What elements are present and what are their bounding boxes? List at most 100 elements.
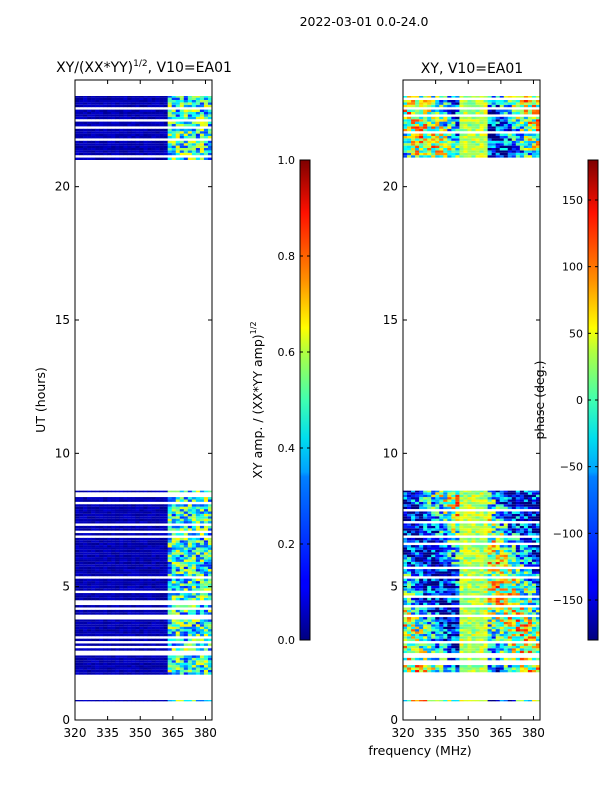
heatmap-cell bbox=[507, 511, 513, 514]
heatmap-cell bbox=[471, 549, 476, 553]
heatmap-cell bbox=[427, 665, 432, 668]
heatmap-cell bbox=[447, 554, 452, 558]
heatmap-cell bbox=[179, 657, 185, 661]
heatmap-cell bbox=[443, 631, 448, 634]
heatmap-cell bbox=[115, 549, 120, 553]
heatmap-cell bbox=[99, 143, 104, 146]
heatmap-cell bbox=[199, 131, 205, 134]
heatmap-cell bbox=[423, 645, 428, 649]
heatmap-cell bbox=[511, 533, 517, 536]
heatmap-cell bbox=[147, 581, 152, 584]
heatmap-cell bbox=[175, 573, 181, 577]
heatmap-cell bbox=[427, 636, 432, 639]
heatmap-cell bbox=[127, 669, 132, 673]
heatmap-cell bbox=[527, 645, 533, 649]
heatmap-cell bbox=[95, 116, 100, 120]
heatmap-cell bbox=[411, 645, 416, 649]
heatmap-cell bbox=[523, 557, 529, 560]
heatmap-cell bbox=[479, 523, 484, 526]
heatmap-cell bbox=[79, 102, 84, 105]
heatmap-cell bbox=[75, 509, 80, 512]
heatmap-cell bbox=[531, 638, 537, 642]
heatmap-cell bbox=[467, 540, 472, 543]
heatmap-cell bbox=[439, 667, 444, 670]
heatmap-cell bbox=[475, 631, 480, 634]
heatmap-cell bbox=[159, 655, 164, 658]
heatmap-cell bbox=[471, 533, 476, 536]
heatmap-cell bbox=[107, 499, 112, 502]
heatmap-cell bbox=[163, 547, 168, 550]
heatmap-cell bbox=[171, 112, 177, 115]
heatmap-cell bbox=[495, 621, 501, 625]
heatmap-cell bbox=[475, 501, 480, 505]
heatmap-cell bbox=[135, 631, 140, 634]
heatmap-cell bbox=[443, 533, 448, 536]
heatmap-cell bbox=[455, 607, 460, 610]
heatmap-cell bbox=[175, 136, 181, 139]
heatmap-cell bbox=[139, 557, 144, 560]
heatmap-cell bbox=[531, 665, 537, 668]
heatmap-cell bbox=[75, 104, 80, 108]
heatmap-cell bbox=[403, 549, 408, 553]
heatmap-cell bbox=[483, 511, 488, 514]
heatmap-cell bbox=[179, 638, 185, 642]
heatmap-cell bbox=[175, 571, 181, 574]
heatmap-cell bbox=[103, 150, 108, 153]
heatmap-cell bbox=[459, 545, 464, 548]
heatmap-cell bbox=[471, 636, 476, 639]
heatmap-cell bbox=[167, 109, 173, 112]
heatmap-cell bbox=[403, 602, 408, 606]
heatmap-cell bbox=[443, 581, 448, 584]
heatmap-cell bbox=[451, 545, 456, 548]
heatmap-cell bbox=[491, 504, 496, 507]
heatmap-cell bbox=[515, 540, 521, 543]
heatmap-cell bbox=[475, 559, 480, 562]
heatmap-cell bbox=[183, 585, 189, 589]
heatmap-cell bbox=[523, 645, 529, 649]
heatmap-cell bbox=[523, 497, 529, 500]
heatmap-cell bbox=[103, 124, 108, 127]
heatmap-cell bbox=[79, 585, 84, 589]
heatmap-cell bbox=[467, 497, 472, 500]
heatmap-cell bbox=[523, 537, 529, 541]
heatmap-cell bbox=[203, 145, 209, 148]
heatmap-cell bbox=[127, 633, 132, 637]
heatmap-cell bbox=[415, 629, 420, 632]
heatmap-cell bbox=[443, 537, 448, 541]
x-tick-label: 365 bbox=[161, 726, 184, 740]
heatmap-cell bbox=[155, 657, 160, 661]
heatmap-cell bbox=[91, 133, 96, 136]
heatmap-cell bbox=[195, 557, 201, 560]
heatmap-cell bbox=[443, 657, 448, 661]
heatmap-cell bbox=[427, 629, 432, 632]
heatmap-cell bbox=[135, 542, 140, 546]
heatmap-cell bbox=[487, 497, 492, 500]
heatmap-cell bbox=[507, 506, 513, 510]
heatmap-cell bbox=[435, 554, 440, 558]
heatmap-cell bbox=[495, 607, 501, 610]
heatmap-cell bbox=[107, 128, 112, 132]
heatmap-cell bbox=[479, 516, 484, 519]
heatmap-cell bbox=[167, 665, 173, 668]
heatmap-cell bbox=[499, 523, 505, 526]
heatmap-cell bbox=[495, 516, 501, 519]
heatmap-cell bbox=[187, 660, 193, 663]
heatmap-cell bbox=[531, 518, 537, 522]
heatmap-cell bbox=[495, 638, 501, 642]
heatmap-cell bbox=[91, 564, 96, 567]
heatmap-cell bbox=[423, 511, 428, 514]
heatmap-cell bbox=[411, 547, 416, 550]
heatmap-cell bbox=[167, 631, 173, 634]
heatmap-cell bbox=[87, 573, 92, 577]
heatmap-cell bbox=[175, 133, 181, 136]
heatmap-cell bbox=[475, 593, 480, 596]
heatmap-cell bbox=[407, 494, 412, 498]
heatmap-cell bbox=[431, 597, 436, 601]
heatmap-cell bbox=[171, 665, 177, 668]
heatmap-cell bbox=[483, 545, 488, 548]
heatmap-cell bbox=[459, 571, 464, 574]
heatmap-cell bbox=[115, 504, 120, 507]
heatmap-cell bbox=[519, 578, 525, 582]
heatmap-cell bbox=[171, 116, 177, 120]
heatmap-cell bbox=[79, 552, 84, 555]
